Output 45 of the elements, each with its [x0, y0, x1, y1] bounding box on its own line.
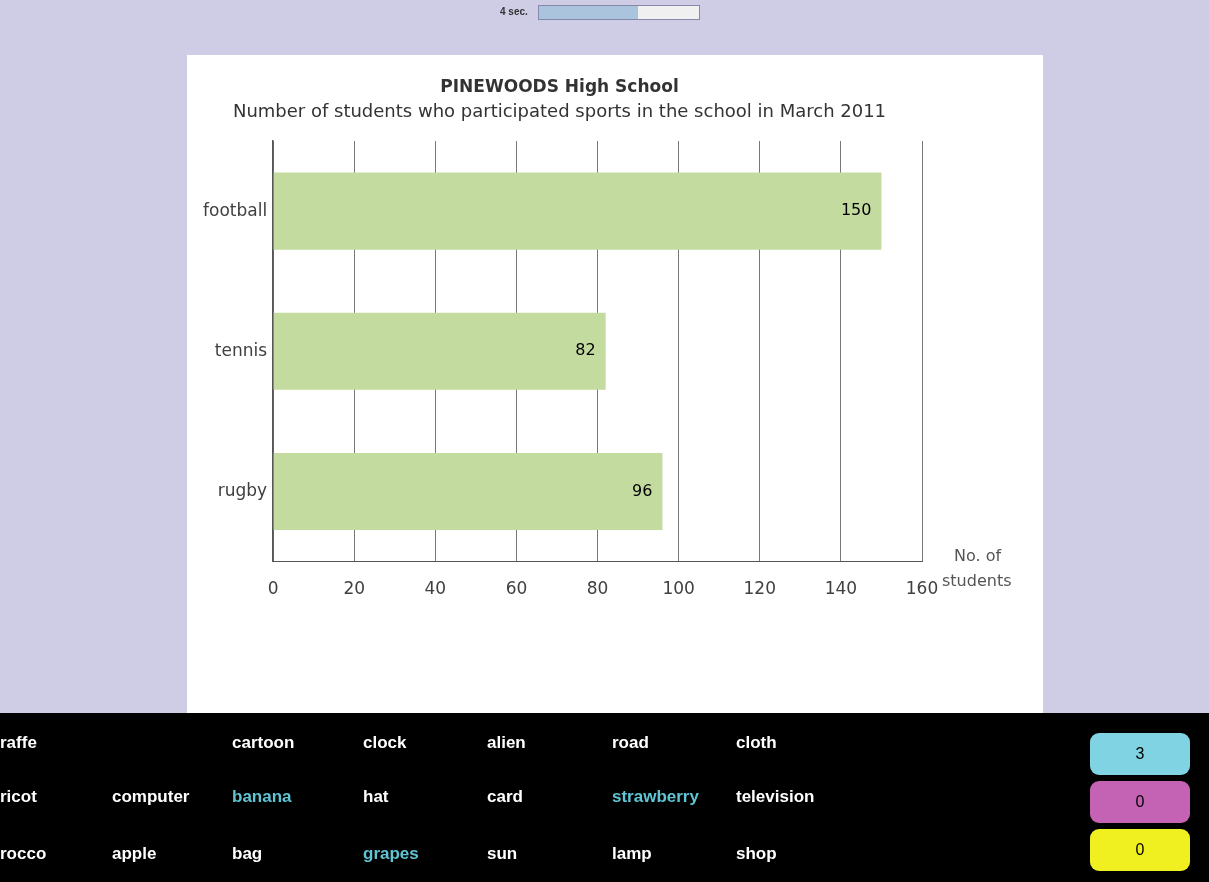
x-tick-label: 160 — [905, 578, 939, 599]
y-tick-label: football — [203, 199, 268, 220]
text: clock — [363, 733, 407, 753]
y-tick-label: rugby — [217, 479, 268, 500]
text: hat — [363, 787, 389, 807]
text: sun — [487, 844, 518, 864]
x-tick-label: 80 — [586, 578, 609, 599]
text: grapes — [363, 844, 419, 864]
x-tick-label: 120 — [743, 578, 776, 599]
text: 3 — [1090, 733, 1190, 775]
text: shop — [736, 844, 777, 864]
x-axis-title: No. of students — [942, 545, 1012, 590]
text: raffe — [0, 733, 37, 753]
text: 0 — [1090, 829, 1190, 871]
bar — [273, 172, 882, 250]
text: cartoon — [232, 733, 295, 753]
x-tick-label: 100 — [662, 578, 695, 599]
text: computer — [112, 787, 190, 807]
x-tick-label: 0 — [267, 578, 279, 599]
y-tick-label: tennis — [214, 339, 268, 360]
data-label: 150 — [840, 200, 872, 220]
text: lamp — [612, 844, 652, 864]
bar — [273, 452, 663, 531]
x-tick-label: 40 — [424, 578, 447, 599]
x-tick-label: 140 — [824, 578, 858, 599]
text: cloth — [736, 733, 777, 753]
bar — [273, 312, 606, 390]
text: television — [736, 787, 815, 807]
text: road — [612, 733, 649, 753]
data-label: 96 — [632, 480, 653, 500]
text: rocco — [0, 844, 47, 864]
data-label: 82 — [575, 340, 596, 360]
text: bag — [232, 844, 263, 864]
text: card — [487, 787, 523, 807]
chart-subtitle: Number of students who participated sports in the school in March 2011 — [232, 99, 887, 121]
text: ricot — [0, 787, 37, 807]
x-tick-label: 60 — [505, 578, 528, 599]
text: alien — [487, 733, 526, 753]
text: 4 sec. — [500, 6, 528, 17]
text: apple — [112, 844, 157, 864]
chart-title: PINEWOODS High School — [440, 75, 679, 96]
text: strawberry — [612, 787, 699, 807]
text: banana — [232, 787, 292, 807]
text: 0 — [1090, 781, 1190, 823]
x-tick-label: 20 — [343, 578, 366, 599]
